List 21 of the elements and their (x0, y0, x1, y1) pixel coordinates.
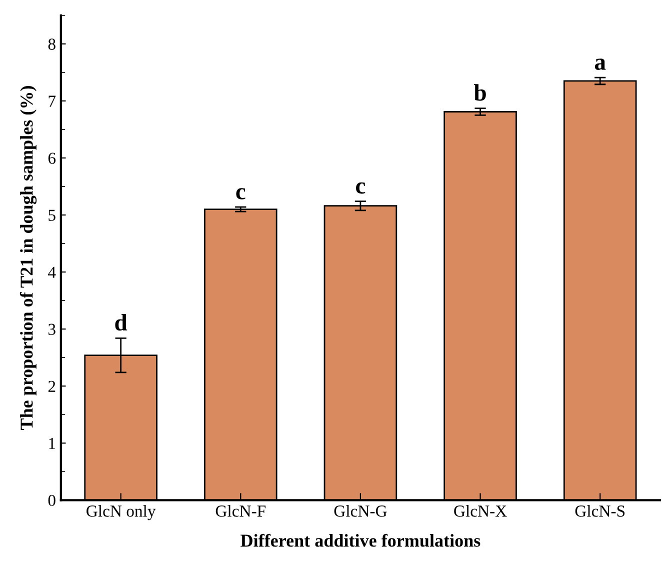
y-tick-label: 4 (48, 266, 56, 278)
x-tick-label: GlcN only (86, 505, 156, 520)
annotation: a (594, 58, 606, 70)
x-tick-label: GlcN-F (216, 505, 266, 517)
annotation: c (356, 182, 366, 194)
y-tick-label: 2 (48, 380, 56, 392)
annotation: b (474, 84, 486, 101)
x-tick-label: GlcN-S (575, 505, 625, 517)
y-tick-label: 1 (49, 438, 56, 449)
y-tick-label: 7 (48, 96, 56, 107)
x-axis-title: Different additive formulations (240, 534, 480, 547)
annotation: d (115, 314, 128, 331)
y-tick-label: 8 (48, 38, 56, 50)
x-tick-label: GlcN-G (334, 505, 387, 517)
y-axis-title: The proportion of T21 in dough samples (%) (20, 86, 37, 430)
annotation: c (236, 188, 246, 200)
y-tick-label: 3 (48, 324, 56, 335)
y-tick-label: 5 (48, 210, 56, 221)
x-tick-label: GlcN-X (454, 505, 507, 517)
y-tick-label: 6 (48, 152, 56, 164)
y-tick-label: 0 (48, 494, 56, 506)
